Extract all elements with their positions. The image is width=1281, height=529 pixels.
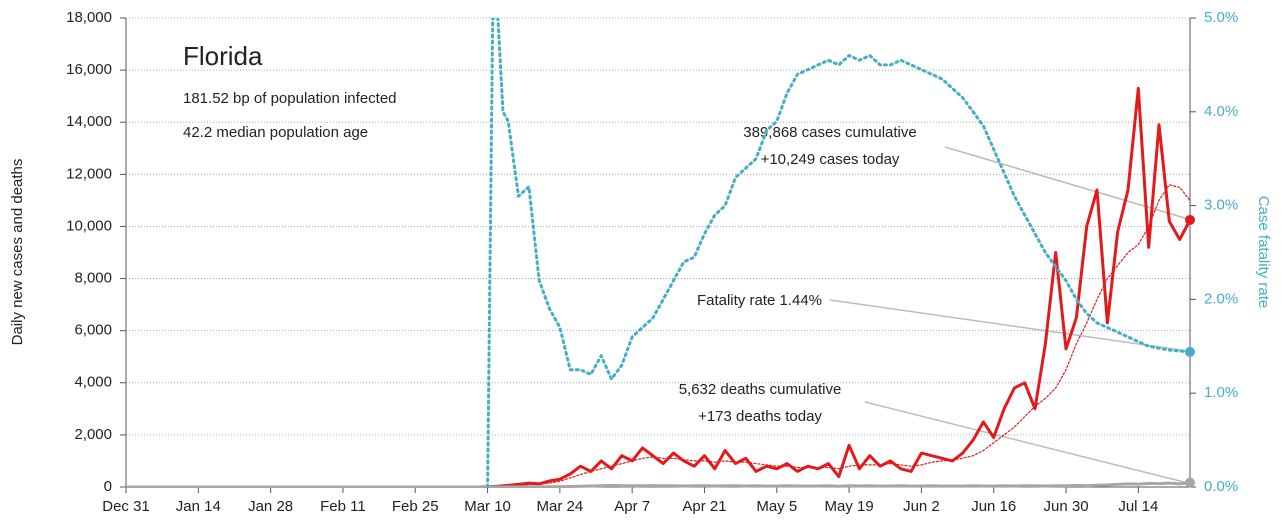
x-tick-label: May 5 <box>756 498 797 515</box>
annotation: 5,632 deaths cumulative <box>679 381 842 398</box>
data-line <box>486 18 1190 488</box>
annotation: 389,868 cases cumulative <box>743 124 916 141</box>
y2-tick-label: 3.0% <box>1204 197 1238 214</box>
y2-tick-label: 5.0% <box>1204 9 1238 26</box>
x-tick-label: Jun 2 <box>903 498 940 515</box>
x-tick-label: Jan 14 <box>176 498 221 515</box>
subtitle: 181.52 bp of population infected <box>183 90 397 107</box>
y2-tick-label: 4.0% <box>1204 103 1238 120</box>
y2-tick-label: 0.0% <box>1204 478 1238 495</box>
end-dot <box>1185 477 1195 488</box>
x-tick-label: Jun 16 <box>971 498 1016 515</box>
chart-title: Florida <box>183 41 263 71</box>
y-tick-label: 16,000 <box>66 61 112 78</box>
annotation: +10,249 cases today <box>761 151 900 168</box>
y-tick-label: 14,000 <box>66 113 112 130</box>
x-tick-label: Apr 7 <box>614 498 650 515</box>
y-tick-label: 8,000 <box>74 270 112 287</box>
end-dot <box>1185 214 1195 225</box>
data-line <box>126 481 1190 488</box>
x-tick-label: Dec 31 <box>102 498 150 515</box>
data-line <box>126 86 1190 488</box>
x-tick-label: Mar 24 <box>537 498 584 515</box>
y-tick-label: 4,000 <box>74 374 112 391</box>
x-tick-label: Jul 14 <box>1118 498 1158 515</box>
y2-tick-label: 1.0% <box>1204 384 1238 401</box>
x-tick-label: Jun 30 <box>1044 498 1089 515</box>
x-tick-label: Apr 21 <box>682 498 726 515</box>
x-tick-label: Feb 25 <box>392 498 439 515</box>
x-tick-label: Feb 11 <box>320 498 366 515</box>
x-tick-label: Mar 10 <box>464 498 511 515</box>
annotation: +173 deaths today <box>698 408 822 425</box>
leader-line <box>829 299 1189 352</box>
plot-area <box>126 18 1190 488</box>
y-tick-label: 10,000 <box>66 217 112 234</box>
x-tick-label: May 19 <box>825 498 874 515</box>
y-tick-label: 6,000 <box>74 322 112 339</box>
leader-line <box>864 401 1189 484</box>
subtitle: 42.2 median population age <box>183 124 368 141</box>
y-axis-label: Daily new cases and deaths <box>9 159 26 346</box>
y2-axis-label: Case fatality rate <box>1255 196 1272 309</box>
y-tick-label: 0 <box>104 478 112 495</box>
annotation: Fatality rate 1.44% <box>697 292 822 309</box>
data-line <box>126 184 1190 488</box>
y-tick-label: 12,000 <box>66 165 112 182</box>
end-dot <box>1185 346 1195 357</box>
y2-tick-label: 2.0% <box>1204 290 1238 307</box>
y-tick-label: 18,000 <box>66 9 112 26</box>
x-tick-label: Jan 28 <box>248 498 293 515</box>
y-tick-label: 2,000 <box>74 426 112 443</box>
